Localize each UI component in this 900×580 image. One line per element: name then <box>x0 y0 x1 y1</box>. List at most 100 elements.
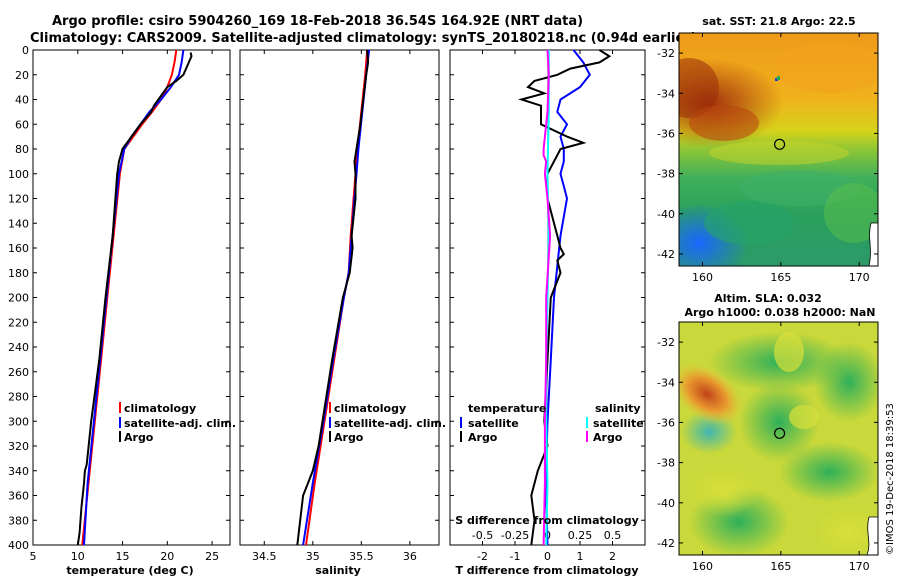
argo-location-marker <box>773 427 786 439</box>
salinity-x-axis: 34.5 35 35.5 36 <box>252 50 417 563</box>
difference-x-axis: -2 -1 0 1 2 <box>477 50 616 563</box>
x-tick-label: 25 <box>205 550 219 563</box>
x-tick-label: 1 <box>577 550 584 563</box>
legend-label-s-argo: Argo <box>593 431 623 444</box>
legend-label-t-satellite: satellite <box>468 417 519 430</box>
sla-map-axes: 160 165 170 -32 -34 -36 -38 -40 -42 <box>657 322 878 573</box>
x-tick-label: 34.5 <box>252 550 277 563</box>
map-lon-tick-label: 160 <box>692 560 713 573</box>
s-diff-tick-label: -0.5 <box>472 529 493 542</box>
legend-label-satellite: satellite-adj. clim. <box>334 417 446 430</box>
x-tick-label: -2 <box>477 550 488 563</box>
depth-tick-label: 260 <box>8 366 29 379</box>
salinity-plot-frame <box>239 49 440 546</box>
depth-tick-label: 240 <box>8 341 29 354</box>
map-lon-tick-label: 160 <box>692 271 713 284</box>
salinity-difference-axis-label: S difference from climatology <box>455 514 639 527</box>
map-lon-tick-label: 165 <box>770 560 791 573</box>
map-lat-tick-label: -34 <box>657 87 675 100</box>
difference-lines <box>517 49 612 546</box>
map-lat-tick-label: -40 <box>657 497 675 510</box>
depth-tick-label: 200 <box>8 292 29 305</box>
map-lat-tick-label: -42 <box>657 248 675 261</box>
s-diff-tick-label: -0.25 <box>501 529 529 542</box>
difference-axis-label: T difference from climatology <box>455 564 638 577</box>
legend-label-satellite: satellite-adj. clim. <box>124 417 236 430</box>
depth-tick-label: 140 <box>8 217 29 230</box>
map-lon-tick-label: 165 <box>770 271 791 284</box>
salinity-axis-label: salinity <box>315 564 361 577</box>
s-diff-tick-label: 0.25 <box>568 529 593 542</box>
x-tick-label: -1 <box>510 550 521 563</box>
series-line-climatology <box>81 49 178 546</box>
depth-tick-label: 20 <box>15 69 29 82</box>
sst-map-frame <box>678 32 879 267</box>
map-lon-tick-label: 170 <box>849 560 870 573</box>
depth-tick-label: 380 <box>8 514 29 527</box>
legend-label-t-argo: Argo <box>468 431 498 444</box>
figure-title-line1: Argo profile: csiro 5904260_169 18-Feb-2… <box>52 14 583 29</box>
sst-map-axes: 160 165 170 -32 -34 -36 -38 -40 -42 <box>657 33 878 284</box>
depth-tick-label: 0 <box>22 44 29 57</box>
argo-location-marker <box>773 138 786 150</box>
series-line-s-argo <box>542 49 552 546</box>
sla-map-title: Altim. SLA: 0.032 <box>714 292 821 305</box>
difference-panel: -2 -1 0 1 2 -0.5 -0.25 0 0.25 0.5 T difference f… <box>449 49 646 577</box>
temperature-plot-frame <box>32 49 231 546</box>
x-tick-label: 5 <box>30 550 37 563</box>
salinity-legend: climatology satellite-adj. clim. Argo <box>329 402 446 444</box>
depth-tick-label: 60 <box>15 118 29 131</box>
depth-tick-label: 280 <box>8 391 29 404</box>
map-lat-tick-label: -32 <box>657 336 675 349</box>
depth-axis-ticks: 0 20 40 60 80 100 120 140 160 180 200 220 240 260 280 3… <box>8 44 645 552</box>
depth-tick-label: 80 <box>15 143 29 156</box>
depth-tick-label: 40 <box>15 94 29 107</box>
x-tick-label: 10 <box>71 550 85 563</box>
series-line-t-satellite <box>544 49 591 546</box>
depth-tick-label: 320 <box>8 440 29 453</box>
map-lat-tick-label: -38 <box>657 168 675 181</box>
depth-tick-label: 100 <box>8 168 29 181</box>
x-tick-label: 35.5 <box>349 550 374 563</box>
series-line-argo <box>296 49 370 546</box>
map-lat-tick-label: -42 <box>657 537 675 550</box>
x-tick-label: 0 <box>544 550 551 563</box>
x-tick-label: 36 <box>403 550 417 563</box>
sla-map-title-2: Argo h1000: 0.038 h2000: NaN <box>684 306 875 319</box>
sst-map-panel: sat. SST: 21.8 Argo: 22.5 160 165 170 -32 -3… <box>657 15 879 284</box>
map-lat-tick-label: -36 <box>657 127 675 140</box>
legend-title-temperature: temperature <box>468 402 546 415</box>
legend-label-s-satellite: satellite <box>593 417 644 430</box>
map-lat-tick-label: -36 <box>657 416 675 429</box>
series-line-s-satellite <box>545 50 550 546</box>
x-tick-label: 20 <box>160 550 174 563</box>
x-tick-label: 2 <box>609 550 616 563</box>
depth-tick-label: 360 <box>8 490 29 503</box>
x-tick-label: 35 <box>306 550 320 563</box>
s-diff-tick-label: 0.5 <box>604 529 622 542</box>
map-lat-tick-label: -40 <box>657 208 675 221</box>
map-lon-tick-label: 170 <box>849 271 870 284</box>
temperature-panel: 0204060801001201401601802002202402602803… <box>8 44 645 577</box>
depth-tick-label: 400 <box>8 539 29 552</box>
depth-tick-label: 120 <box>8 193 29 206</box>
salinity-difference-axis: -0.5 -0.25 0 0.25 0.5 <box>472 529 621 542</box>
x-tick-label: 15 <box>116 550 130 563</box>
depth-tick-label: 340 <box>8 465 29 478</box>
series-line-t-argo <box>517 49 612 546</box>
legend-title-salinity: salinity <box>595 402 641 415</box>
difference-legend: temperature satellite Argo salinity sate… <box>460 402 644 444</box>
series-line-satellite-adj-clim- <box>83 49 185 546</box>
depth-tick-label: 160 <box>8 242 29 255</box>
sla-map-panel: Altim. SLA: 0.032 Argo h1000: 0.038 h200… <box>657 292 879 573</box>
sla-map-image <box>679 322 878 555</box>
map-lat-tick-label: -38 <box>657 457 675 470</box>
sla-map-frame <box>678 321 879 556</box>
legend-label-climatology: climatology <box>334 402 406 415</box>
sst-map-title: sat. SST: 21.8 Argo: 22.5 <box>702 15 855 28</box>
temperature-x-axis: 5 10 15 20 25 <box>30 50 219 563</box>
temperature-axis-label: temperature (deg C) <box>66 564 193 577</box>
sst-map-image <box>679 33 878 266</box>
temperature-legend: climatology satellite-adj. clim. Argo <box>119 402 236 444</box>
